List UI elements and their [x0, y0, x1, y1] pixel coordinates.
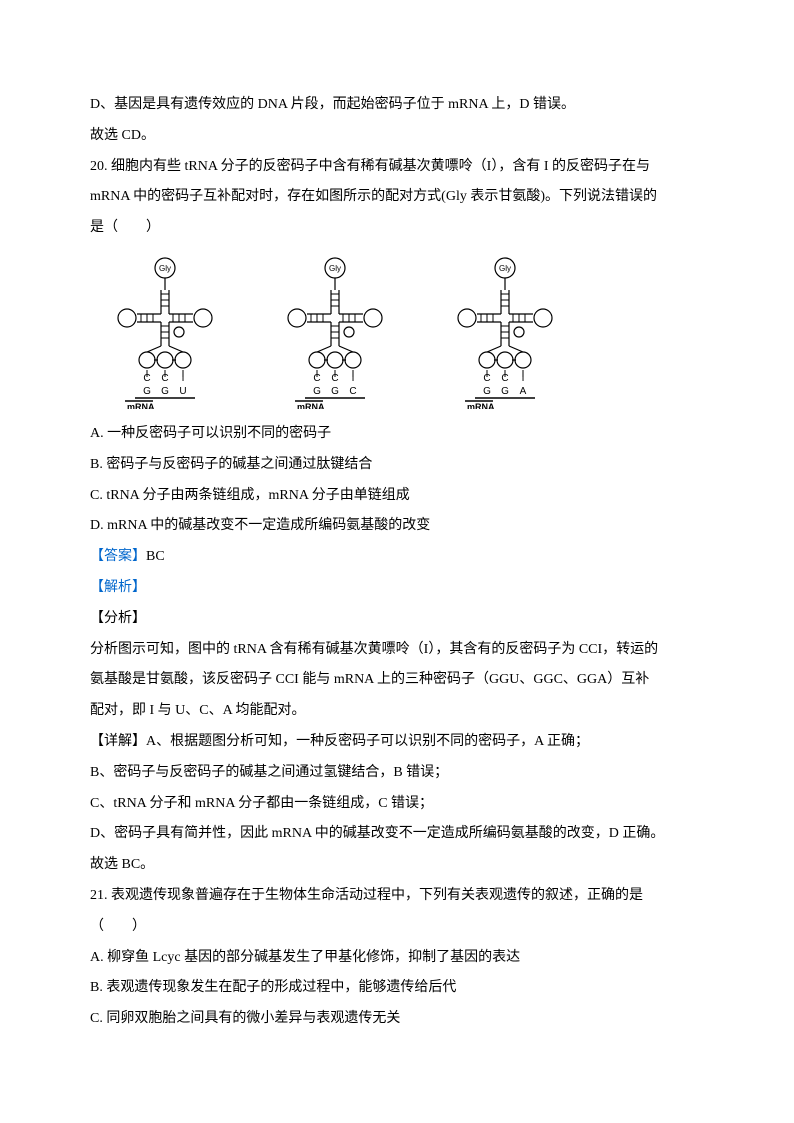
svg-text:G: G — [331, 386, 339, 397]
parse-label-text: 【解析】 — [90, 580, 146, 595]
svg-text:G: G — [161, 386, 169, 397]
question-20-stem: 20. 细胞内有些 tRNA 分子的反密码子中含有稀有碱基次黄嘌呤（I），含有 … — [90, 152, 704, 183]
trna-diagram-3: GlyCCIGGAmRNA — [430, 254, 580, 409]
svg-text:G: G — [313, 386, 321, 397]
svg-text:G: G — [501, 386, 509, 397]
option-a: A. 柳穿鱼 Lcyc 基因的部分碱基发生了甲基化修饰，抑制了基因的表达 — [90, 943, 704, 974]
detail-a: A、根据题图分析可知，一种反密码子可以识别不同的密码子，A 正确； — [146, 734, 589, 749]
trna-figure-row: GlyCCIGGUmRNA GlyCCIGGCmRNA GlyCCIGGAmRN… — [90, 254, 704, 409]
svg-text:Gly: Gly — [329, 264, 341, 273]
detail-c: C、tRNA 分子和 mRNA 分子都由一条链组成，C 错误； — [90, 789, 704, 820]
parse-label: 【解析】 — [90, 573, 704, 604]
option-b: B. 密码子与反密码子的碱基之间通过肽键结合 — [90, 450, 704, 481]
svg-text:mRNA: mRNA — [467, 402, 495, 409]
svg-text:mRNA: mRNA — [127, 402, 155, 409]
option-b: B. 表观遗传现象发生在配子的形成过程中，能够遗传给后代 — [90, 973, 704, 1004]
analysis-text: 配对，即 I 与 U、C、A 均能配对。 — [90, 696, 704, 727]
question-21-stem: （ ） — [90, 912, 704, 943]
option-c: C. 同卵双胞胎之间具有的微小差异与表观遗传无关 — [90, 1004, 704, 1035]
page: D、基因是具有遗传效应的 DNA 片段，而起始密码子位于 mRNA 上，D 错误… — [0, 0, 794, 1123]
detail-label: 【详解】 — [90, 734, 146, 749]
svg-text:U: U — [179, 386, 186, 397]
conclusion-line: 故选 BC。 — [90, 850, 704, 881]
svg-text:A: A — [520, 386, 527, 397]
analysis-text: 分析图示可知，图中的 tRNA 含有稀有碱基次黄嘌呤（I），其含有的反密码子为 … — [90, 635, 704, 666]
question-20-stem: mRNA 中的密码子互补配对时，存在如图所示的配对方式(Gly 表示甘氨酸)。下… — [90, 182, 704, 213]
question-20-stem: 是（ ） — [90, 213, 704, 244]
detail-d: D、密码子具有简并性，因此 mRNA 中的碱基改变不一定造成所编码氨基酸的改变，… — [90, 819, 704, 850]
option-a: A. 一种反密码子可以识别不同的密码子 — [90, 419, 704, 450]
detail-b: B、密码子与反密码子的碱基之间通过氢键结合，B 错误； — [90, 758, 704, 789]
svg-text:Gly: Gly — [499, 264, 511, 273]
svg-text:C: C — [349, 386, 356, 397]
question-21-stem: 21. 表观遗传现象普遍存在于生物体生命活动过程中，下列有关表观遗传的叙述，正确… — [90, 881, 704, 912]
analysis-text: 氨基酸是甘氨酸，该反密码子 CCI 能与 mRNA 上的三种密码子（GGU、GG… — [90, 665, 704, 696]
option-c: C. tRNA 分子由两条链组成，mRNA 分子由单链组成 — [90, 481, 704, 512]
trna-diagram-2: GlyCCIGGCmRNA — [260, 254, 410, 409]
svg-text:mRNA: mRNA — [297, 402, 325, 409]
trna-diagram-1: GlyCCIGGUmRNA — [90, 254, 240, 409]
answer-value: BC — [146, 549, 165, 564]
detail-line: 【详解】A、根据题图分析可知，一种反密码子可以识别不同的密码子，A 正确； — [90, 727, 704, 758]
svg-text:Gly: Gly — [159, 264, 171, 273]
analysis-label: 【分析】 — [90, 604, 704, 635]
answer-label: 【答案】 — [90, 549, 146, 564]
conclusion-line: 故选 CD。 — [90, 121, 704, 152]
option-d: D. mRNA 中的碱基改变不一定造成所编码氨基酸的改变 — [90, 511, 704, 542]
svg-text:G: G — [483, 386, 491, 397]
explanation-line: D、基因是具有遗传效应的 DNA 片段，而起始密码子位于 mRNA 上，D 错误… — [90, 90, 704, 121]
answer-line: 【答案】BC — [90, 542, 704, 573]
svg-text:G: G — [143, 386, 151, 397]
